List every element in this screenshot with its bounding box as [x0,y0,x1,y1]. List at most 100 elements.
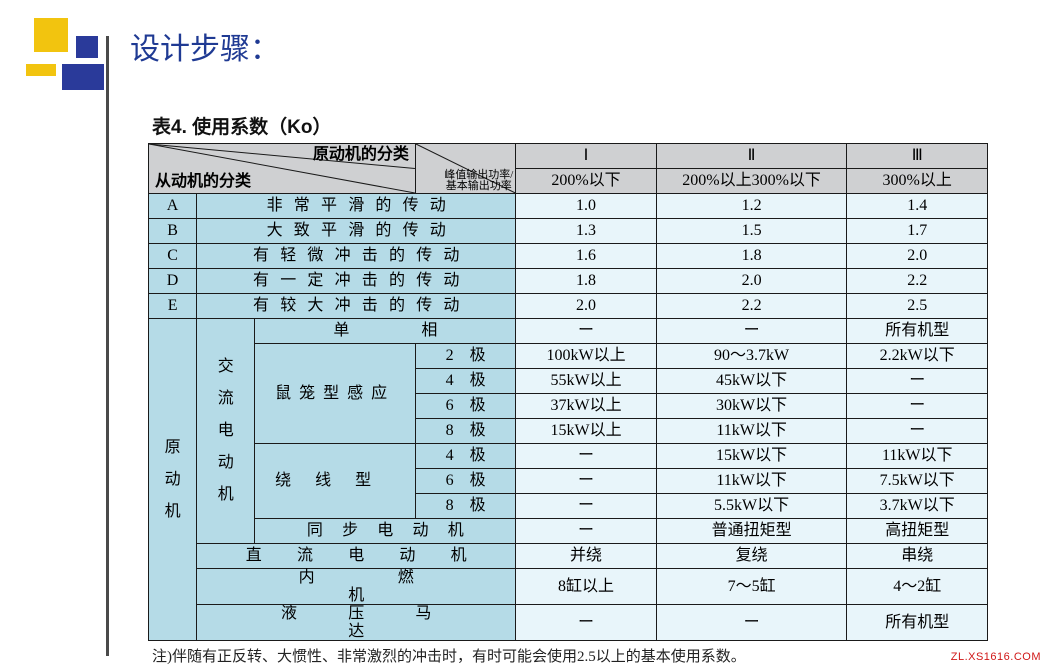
cell: 7～5缸 [656,569,847,605]
cell: 2.0 [847,244,988,269]
watermark: ZL.XS1616.COM [951,651,1041,663]
cell: 45kW以下 [656,369,847,394]
table-row: 鼠笼型感应 2 极 100kW以上 90～3.7kW 2.2kW以下 [149,344,988,369]
logo-icon [22,18,112,108]
cell: 7.5kW以下 [847,469,988,494]
cell: 4～2缸 [847,569,988,605]
row-code: E [149,294,197,319]
poles-label: 8 极 [415,494,515,519]
cell: 1.7 [847,219,988,244]
cell: 8缸以上 [516,569,656,605]
row-label: 有一定冲击的传动 [197,269,516,294]
cell: 5.5kW以下 [656,494,847,519]
cell: 90～3.7kW [656,344,847,369]
cell: 2.2 [847,269,988,294]
table-row: 液压马达 ー ー 所有机型 [149,605,988,641]
cell: ー [516,469,656,494]
header-left-label: 从动机的分类 [155,173,251,191]
cell: 2.0 [656,269,847,294]
cell: ー [516,605,656,641]
row-code: A [149,194,197,219]
row-label: 绕线型 [255,444,416,519]
ratio-label-2: 基本输出功率 [446,180,512,192]
cell: ー [516,444,656,469]
cell: 普通扭矩型 [656,519,847,544]
row-label: 同步电动机 [255,519,516,544]
cell: ー [847,419,988,444]
row-label: 有较大冲击的传动 [197,294,516,319]
cell: 并绕 [516,544,656,569]
ratio-header: 峰值输出功率/ 基本输出功率 [415,144,515,194]
col-range: 200%以下 [516,169,656,194]
poles-label: 8 极 [415,419,515,444]
cell: 30kW以下 [656,394,847,419]
cell: 1.4 [847,194,988,219]
row-code: C [149,244,197,269]
cell: 2.2kW以下 [847,344,988,369]
row-label: 单相 [255,319,516,344]
cell: 37kW以上 [516,394,656,419]
col-range: 300%以上 [847,169,988,194]
row-code: B [149,219,197,244]
page-title: 设计步骤： [130,24,280,68]
cell: 2.0 [516,294,656,319]
cell: 11kW以下 [656,469,847,494]
cell: 100kW以上 [516,344,656,369]
cell: ー [847,394,988,419]
cell: 所有机型 [847,605,988,641]
row-code: D [149,269,197,294]
cell: 2.5 [847,294,988,319]
row-label: 液压马达 [197,605,516,641]
cell: ー [516,319,656,344]
cell: 1.8 [656,244,847,269]
table-row: 同步电动机 ー 普通扭矩型 高扭矩型 [149,519,988,544]
cell: 复绕 [656,544,847,569]
cell: 11kW以下 [847,444,988,469]
cell: 55kW以上 [516,369,656,394]
cell: 15kW以上 [516,419,656,444]
diagonal-header: 原动机的分类 从动机的分类 [149,144,416,194]
row-label: 有轻微冲击的传动 [197,244,516,269]
col-roman: Ⅱ [656,144,847,169]
table-header-row: 原动机的分类 从动机的分类 峰值输出功率/ 基本输出功率 Ⅰ Ⅱ Ⅲ [149,144,988,169]
cell: 1.6 [516,244,656,269]
cell: ー [847,369,988,394]
poles-label: 2 极 [415,344,515,369]
table-row: D 有一定冲击的传动 1.8 2.0 2.2 [149,269,988,294]
table-footnote: 注)伴随有正反转、大惯性、非常激烈的冲击时，有时可能会使用2.5以上的基本使用系… [152,645,988,666]
row-label: 鼠笼型感应 [255,344,416,444]
col-roman: Ⅰ [516,144,656,169]
cell: 串绕 [847,544,988,569]
cell: 3.7kW以下 [847,494,988,519]
cell: ー [656,605,847,641]
cell: 高扭矩型 [847,519,988,544]
table-row: E 有较大冲击的传动 2.0 2.2 2.5 [149,294,988,319]
group-prime-mover: 原 动 机 [149,319,197,641]
table-container: 表4. 使用系数（Ko） 原动机的分类 从动机的分类 峰值输出功率/ [148,112,988,666]
poles-label: 6 极 [415,394,515,419]
table-row: 原 动 机 交 流 电 动 机 单相 ー ー 所有机型 [149,319,988,344]
table-row: C 有轻微冲击的传动 1.6 1.8 2.0 [149,244,988,269]
cell: 所有机型 [847,319,988,344]
row-label: 内燃机 [197,569,516,605]
row-label: 大致平滑的传动 [197,219,516,244]
table-caption: 表4. 使用系数（Ko） [152,112,988,139]
poles-label: 4 极 [415,444,515,469]
col-roman: Ⅲ [847,144,988,169]
table-row: A 非常平滑的传动 1.0 1.2 1.4 [149,194,988,219]
ko-table: 原动机的分类 从动机的分类 峰值输出功率/ 基本输出功率 Ⅰ Ⅱ Ⅲ 200%以… [148,143,988,641]
cell: 1.2 [656,194,847,219]
cell: 11kW以下 [656,419,847,444]
group-ac-motor: 交 流 电 动 机 [197,319,255,544]
table-row: B 大致平滑的传动 1.3 1.5 1.7 [149,219,988,244]
cell: ー [516,494,656,519]
table-row: 绕线型 4 极 ー 15kW以下 11kW以下 [149,444,988,469]
poles-label: 6 极 [415,469,515,494]
cell: 1.0 [516,194,656,219]
cell: 2.2 [656,294,847,319]
poles-label: 4 极 [415,369,515,394]
cell: 1.3 [516,219,656,244]
row-label: 非常平滑的传动 [197,194,516,219]
cell: ー [516,519,656,544]
cell: ー [656,319,847,344]
